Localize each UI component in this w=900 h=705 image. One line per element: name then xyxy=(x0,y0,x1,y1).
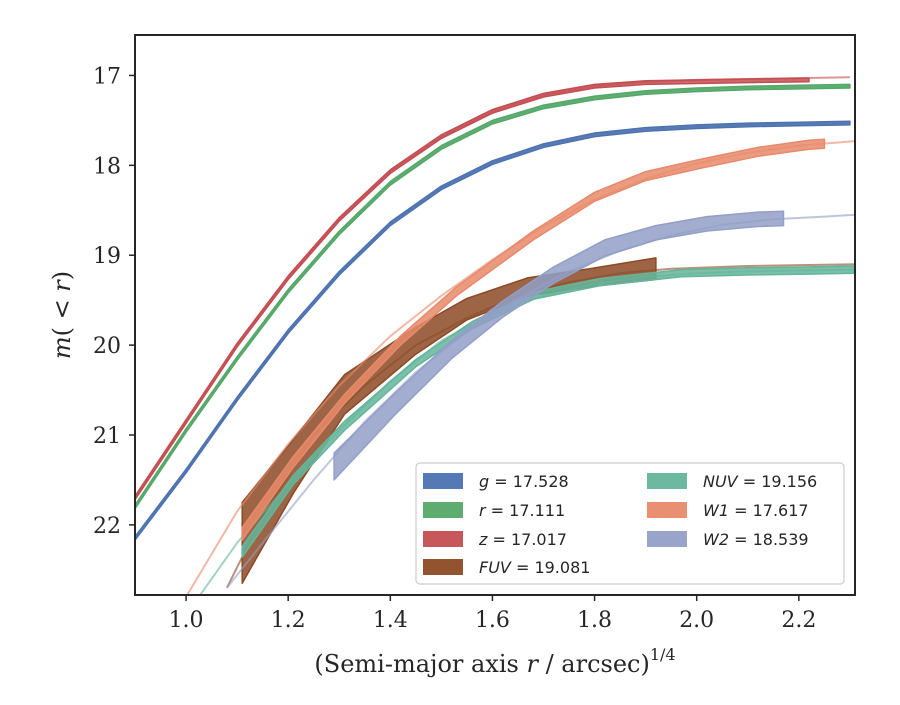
series-band-w2 xyxy=(333,210,785,481)
legend-box xyxy=(415,462,845,585)
x-tick-label: 1.4 xyxy=(373,608,408,633)
series-band-nuv xyxy=(241,265,855,558)
legend-label: g = 17.528 xyxy=(479,472,569,491)
series-band-w1 xyxy=(241,138,826,541)
y-axis-label: m( < r) xyxy=(48,271,76,359)
legend-label: W1 = 17.617 xyxy=(703,501,809,520)
y-tick-label: 17 xyxy=(93,64,121,89)
series-band-g xyxy=(135,120,851,541)
legend-swatch-w2 xyxy=(647,531,687,547)
legend-label: FUV = 19.081 xyxy=(479,558,590,577)
plot-frame xyxy=(134,34,856,596)
legend: g = 17.528 r = 17.111 z = 17.017 FUV = 19.0… xyxy=(415,462,845,585)
x-tick-label: 2.2 xyxy=(781,608,816,633)
series-layer xyxy=(135,76,855,595)
legend-swatch-r xyxy=(423,502,463,518)
series-band-r xyxy=(135,83,851,510)
legend-swatch-g xyxy=(423,473,463,489)
y-axis: 17 18 19 20 21 22 xyxy=(93,64,135,539)
legend-label: r = 17.111 xyxy=(479,501,565,520)
x-tick-label: 1.2 xyxy=(271,608,306,633)
x-axis: 1.0 1.2 1.4 1.6 1.8 2.0 2.2 xyxy=(169,595,816,633)
y-tick-label: 18 xyxy=(93,154,121,179)
legend-swatch-nuv xyxy=(647,473,687,489)
x-tick-label: 1.0 xyxy=(169,608,204,633)
y-tick-label: 19 xyxy=(93,244,121,269)
y-tick-label: 21 xyxy=(93,424,121,449)
x-axis-label: (Semi-major axis r / arcsec)1/4 xyxy=(314,645,675,678)
y-tick-label: 20 xyxy=(93,334,121,359)
legend-label: NUV = 19.156 xyxy=(703,472,817,491)
legend-label: z = 17.017 xyxy=(478,530,567,549)
legend-label: W2 = 18.539 xyxy=(703,530,809,549)
series-band-z xyxy=(135,77,810,501)
legend-swatch-fuv xyxy=(423,559,463,575)
x-tick-label: 1.8 xyxy=(577,608,612,633)
y-tick-label: 22 xyxy=(93,514,121,539)
x-tick-label: 2.0 xyxy=(679,608,714,633)
x-tick-label: 1.6 xyxy=(475,608,510,633)
legend-swatch-w1 xyxy=(647,502,687,518)
legend-swatch-z xyxy=(423,531,463,547)
